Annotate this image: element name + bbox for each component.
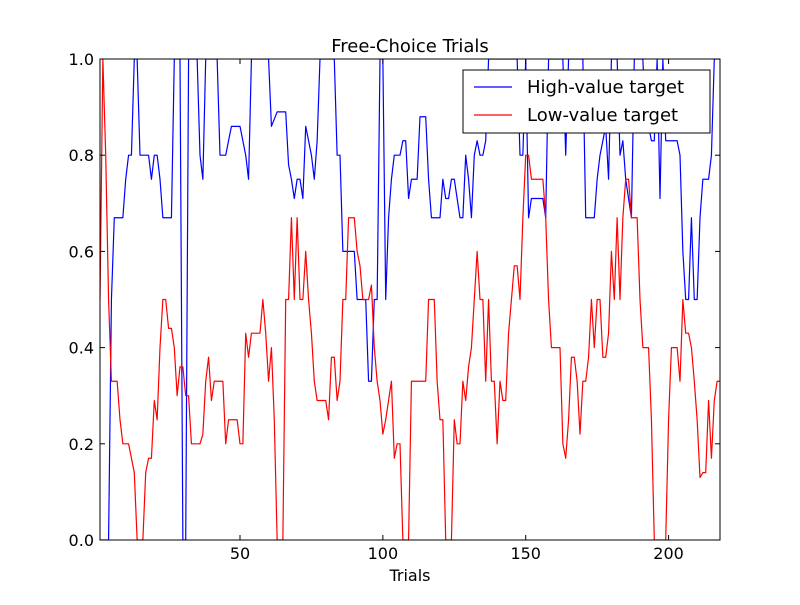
x-tick-label: 100 — [368, 544, 399, 563]
series-line-low-value — [100, 59, 720, 540]
legend-label-high-value: High-value target — [527, 77, 684, 98]
plot-frame — [99, 58, 721, 541]
y-tick-label: 0.4 — [69, 339, 94, 358]
y-tick-label: 1.0 — [69, 50, 94, 69]
legend: High-value target Low-value target — [462, 69, 711, 134]
y-tick-label: 0.8 — [69, 146, 94, 165]
x-axis-label: Trials — [388, 566, 430, 585]
y-tick-label: 0.6 — [69, 242, 94, 261]
chart-title: Free-Choice Trials — [331, 36, 489, 57]
legend-box — [462, 69, 711, 134]
legend-label-low-value: Low-value target — [527, 105, 678, 126]
series-line-high-value — [100, 59, 720, 540]
axis-ticks: 50 100 150 200 0.0 0.2 0.4 0.6 0.8 1.0 — [69, 50, 720, 563]
x-tick-label: 200 — [653, 544, 684, 563]
x-tick-label: 50 — [230, 544, 250, 563]
y-tick-label: 0.0 — [69, 531, 94, 550]
x-tick-label: 150 — [510, 544, 541, 563]
y-tick-label: 0.2 — [69, 435, 94, 454]
series-layer — [100, 59, 720, 540]
